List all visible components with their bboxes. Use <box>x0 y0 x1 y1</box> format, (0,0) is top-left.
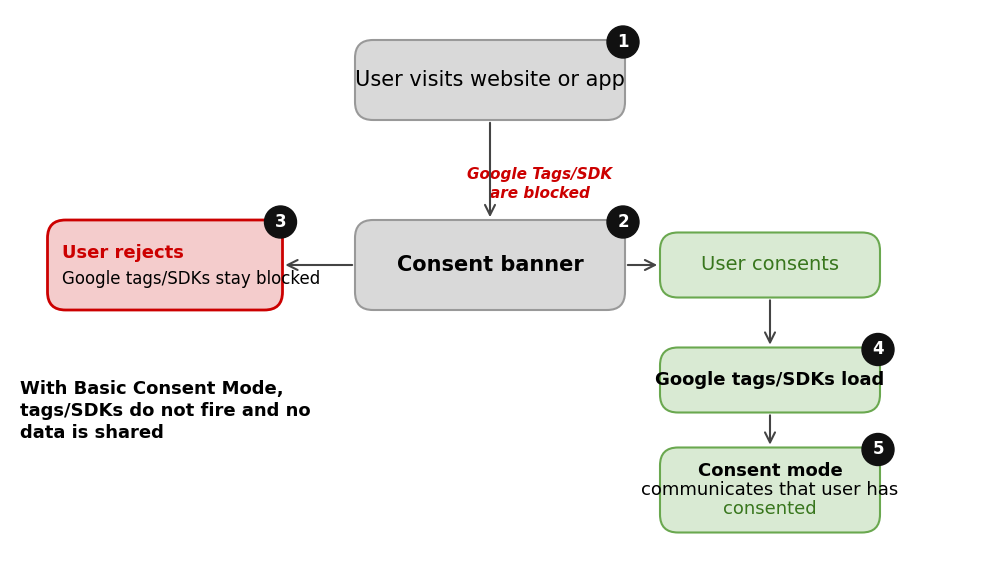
Text: 5: 5 <box>872 441 884 459</box>
FancyBboxPatch shape <box>355 220 625 310</box>
FancyBboxPatch shape <box>355 40 625 120</box>
Text: User visits website or app: User visits website or app <box>355 70 625 90</box>
FancyBboxPatch shape <box>660 448 880 532</box>
Text: 3: 3 <box>275 213 286 231</box>
Text: tags/SDKs do not fire and no: tags/SDKs do not fire and no <box>20 402 311 420</box>
Text: communicates that user has: communicates that user has <box>641 481 899 499</box>
Text: data is shared: data is shared <box>20 424 164 442</box>
Text: Consent mode: Consent mode <box>698 462 842 480</box>
Text: With Basic Consent Mode,: With Basic Consent Mode, <box>20 380 284 398</box>
Text: consented: consented <box>723 500 817 518</box>
Text: User rejects: User rejects <box>62 244 183 262</box>
Text: 1: 1 <box>617 33 629 51</box>
Circle shape <box>607 26 639 58</box>
Text: are blocked: are blocked <box>490 185 590 201</box>
FancyBboxPatch shape <box>48 220 283 310</box>
Text: Consent banner: Consent banner <box>397 255 583 275</box>
Circle shape <box>264 206 296 238</box>
Text: 2: 2 <box>617 213 629 231</box>
Text: Google tags/SDKs stay blocked: Google tags/SDKs stay blocked <box>62 270 320 288</box>
Text: Google Tags/SDK: Google Tags/SDK <box>467 167 613 183</box>
Text: Google tags/SDKs load: Google tags/SDKs load <box>655 371 885 389</box>
Text: User consents: User consents <box>701 256 839 274</box>
Circle shape <box>607 206 639 238</box>
FancyBboxPatch shape <box>660 347 880 412</box>
Circle shape <box>862 433 894 466</box>
FancyBboxPatch shape <box>660 232 880 298</box>
Text: 4: 4 <box>872 340 884 359</box>
Circle shape <box>862 333 894 366</box>
